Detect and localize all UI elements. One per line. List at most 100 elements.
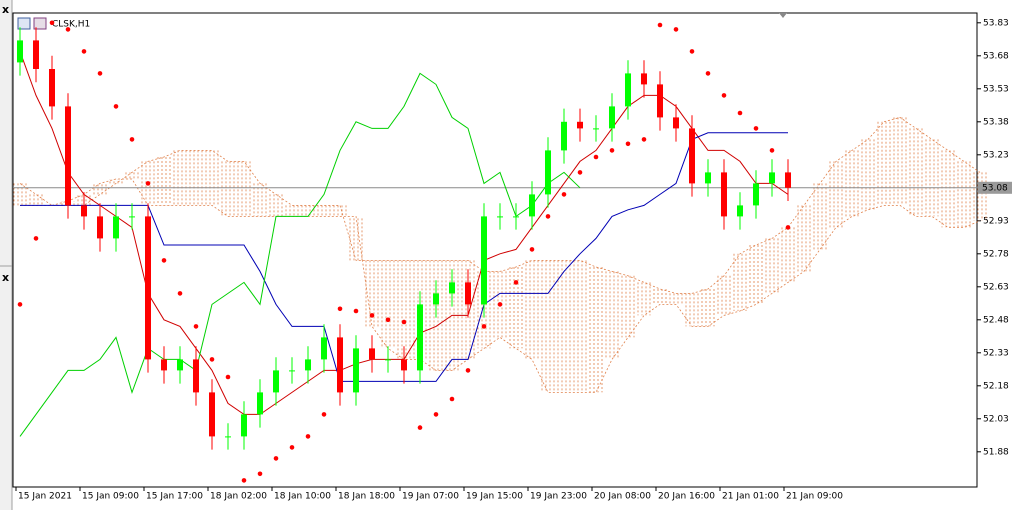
candle-body — [465, 282, 471, 305]
x-tick-label: 19 Jan 15:00 — [466, 492, 523, 502]
sar-dot — [737, 110, 743, 116]
sar-dot — [65, 27, 71, 32]
candle-body — [145, 216, 151, 360]
candle-body — [353, 348, 359, 393]
candle-body — [257, 392, 263, 415]
sar-dot — [433, 412, 439, 417]
sar-dot — [513, 280, 519, 285]
sar-dot — [353, 308, 359, 314]
x-tick-label: 21 Jan 09:00 — [786, 492, 843, 502]
x-tick-label: 19 Jan 07:00 — [402, 492, 459, 502]
candle-body — [657, 84, 663, 118]
sar-dot — [305, 434, 311, 439]
sar-dot — [369, 313, 375, 318]
shift-marker — [779, 13, 787, 18]
chart-icon — [17, 17, 31, 30]
sar-dot — [17, 302, 23, 307]
candle-body — [593, 128, 599, 130]
close-button[interactable]: x — [2, 3, 9, 16]
sar-dot — [385, 317, 391, 323]
sar-dot — [577, 170, 583, 175]
sar-dot — [769, 148, 775, 153]
candle-body — [97, 216, 103, 239]
candle-body — [129, 216, 135, 218]
candle-body — [209, 392, 215, 437]
candle-body — [561, 121, 567, 151]
sar-dot — [625, 141, 631, 147]
candle-body — [321, 337, 327, 360]
y-tick-label: 52.78 — [983, 249, 1009, 259]
x-tick-label: 15 Jan 17:00 — [146, 492, 203, 502]
candle-body — [673, 117, 679, 129]
candle-body — [17, 40, 23, 63]
sar-dot — [449, 396, 455, 402]
y-tick-label: 52.93 — [983, 216, 1009, 226]
sar-dot — [721, 93, 727, 98]
sar-dot — [657, 22, 663, 28]
candle-body — [65, 106, 71, 206]
candle-body — [577, 121, 583, 129]
candle-body — [737, 205, 743, 217]
y-tick-label: 52.33 — [983, 348, 1009, 358]
candle-body — [369, 348, 375, 360]
last-price-label: 53.08 — [982, 183, 1008, 193]
x-tick-label: 20 Jan 08:00 — [594, 492, 651, 502]
indicator-line — [19, 72, 581, 437]
sar-dot — [273, 456, 279, 461]
candle-body — [273, 370, 279, 393]
y-tick-label: 52.48 — [983, 315, 1009, 325]
candle-body — [769, 172, 775, 184]
x-tick-label: 18 Jan 02:00 — [210, 492, 267, 502]
sar-dot — [481, 324, 487, 329]
candle-body — [609, 106, 615, 129]
candle-body — [49, 69, 55, 107]
y-tick-label: 52.63 — [983, 282, 1009, 292]
sar-dot — [321, 412, 327, 417]
y-tick-label: 53.38 — [983, 117, 1009, 127]
candle-body — [177, 359, 183, 371]
y-tick-label: 53.23 — [983, 150, 1009, 160]
candle-body — [289, 370, 295, 372]
sar-dot — [113, 104, 119, 109]
sar-dot — [401, 319, 407, 325]
x-tick-label: 19 Jan 23:00 — [530, 492, 587, 502]
sar-dot — [417, 425, 423, 430]
candle-body — [113, 216, 119, 239]
sar-dot — [257, 471, 263, 477]
sar-dot — [785, 225, 791, 230]
candle-body — [193, 359, 199, 393]
candle-body — [497, 216, 503, 218]
close-button[interactable]: x — [2, 271, 9, 284]
y-tick-label: 53.68 — [983, 51, 1009, 61]
sar-dot — [593, 154, 599, 160]
sar-dot — [497, 302, 503, 307]
y-tick-label: 51.88 — [983, 447, 1009, 457]
plot-frame — [12, 12, 978, 488]
sar-dot — [145, 181, 151, 186]
candle-body — [33, 40, 39, 69]
candle-body — [305, 359, 311, 371]
sar-dot — [641, 137, 647, 142]
candle-body — [401, 359, 407, 371]
sar-dot — [561, 192, 567, 197]
y-tick-label: 53.53 — [983, 84, 1009, 94]
candle-body — [785, 172, 791, 188]
chart-icon — [33, 17, 47, 30]
candle-body — [81, 205, 87, 217]
sar-dot — [705, 71, 711, 76]
x-tick-label: 15 Jan 2021 — [18, 492, 72, 502]
x-tick-label: 15 Jan 09:00 — [82, 492, 139, 502]
y-tick-label: 52.03 — [983, 414, 1009, 424]
candle-body — [721, 172, 727, 217]
sar-dot — [209, 357, 215, 362]
sar-dot — [225, 374, 231, 380]
candle-body — [225, 436, 231, 438]
sar-dot — [49, 20, 55, 26]
sar-dot — [337, 306, 343, 312]
sar-dot — [177, 291, 183, 296]
candle-body — [705, 172, 711, 184]
candle-body — [433, 293, 439, 305]
sar-dot — [289, 445, 295, 450]
sar-dot — [465, 368, 471, 373]
